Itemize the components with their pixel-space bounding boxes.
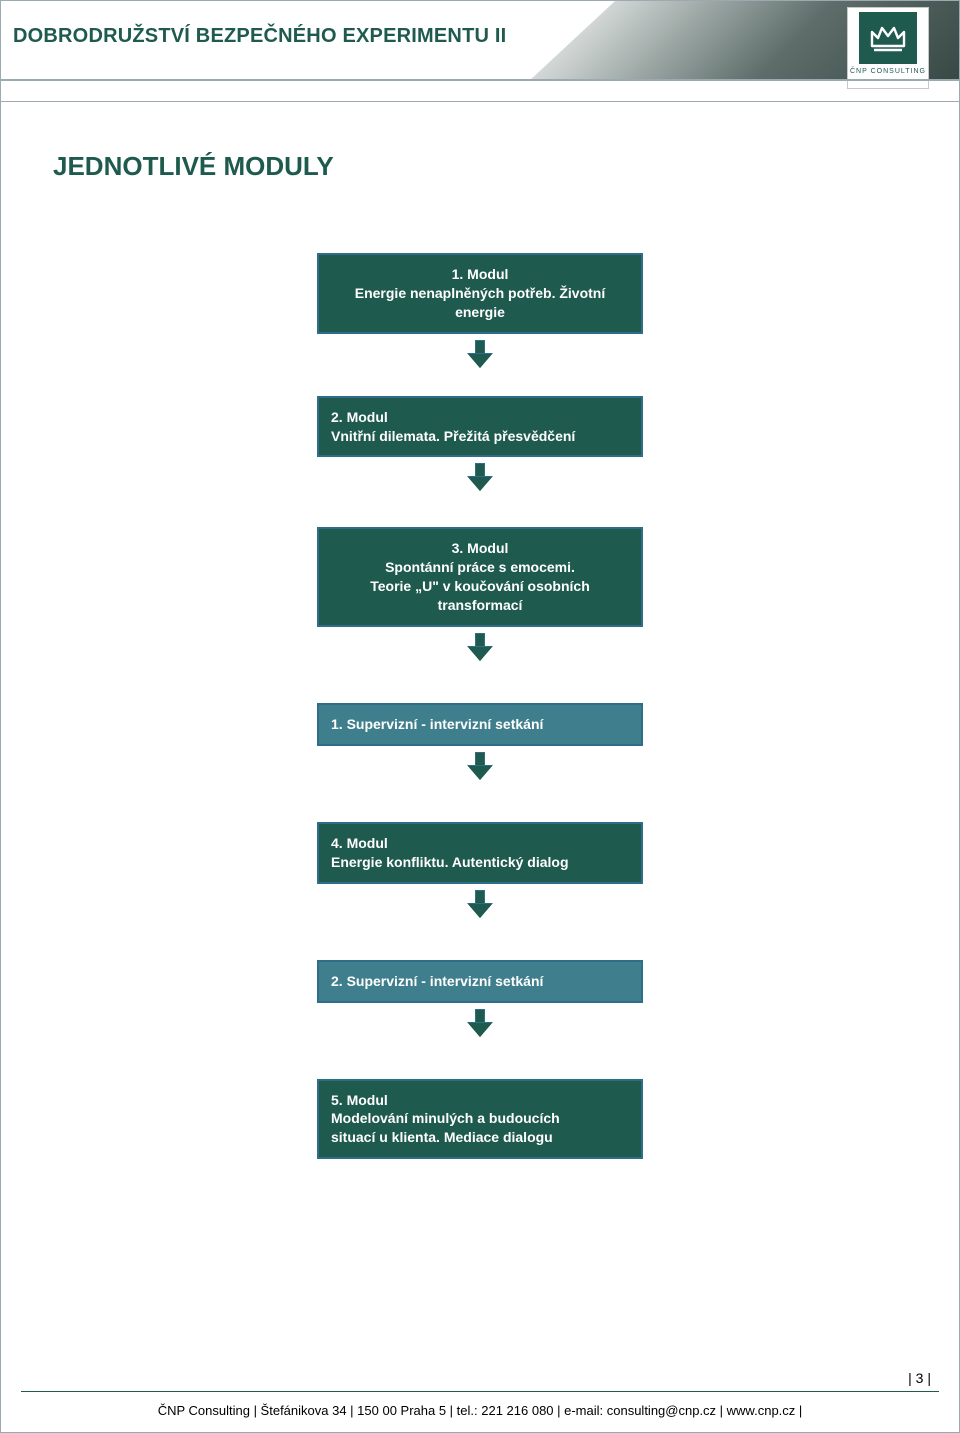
flow-node-line: 1. Modul: [331, 265, 629, 284]
header-title: DOBRODRUŽSTVÍ BEZPEČNÉHO EXPERIMENTU II: [13, 25, 506, 48]
page-title: JEDNOTLIVÉ MODULY: [53, 151, 334, 182]
arrow-down-icon: [468, 752, 492, 780]
arrow-down-icon: [468, 633, 492, 661]
logo: ČNP CONSULTING: [847, 7, 929, 89]
flow-node-line: 4. Modul: [331, 834, 629, 853]
page: DOBRODRUŽSTVÍ BEZPEČNÉHO EXPERIMENTU II …: [0, 0, 960, 1433]
flow-node-line: 2. Supervizní - intervizní setkání: [331, 972, 629, 991]
divider: [1, 79, 959, 81]
flow-node-line: Teorie „U" v koučování osobních: [331, 577, 629, 596]
header: DOBRODRUŽSTVÍ BEZPEČNÉHO EXPERIMENTU II …: [1, 1, 959, 109]
logo-text: ČNP CONSULTING: [850, 68, 926, 75]
divider: [21, 1391, 939, 1392]
footer-text: ČNP Consulting | Štefánikova 34 | 150 00…: [1, 1403, 959, 1418]
flow-node-line: Energie nenaplněných potřeb. Životní: [331, 284, 629, 303]
arrow-down-icon: [468, 463, 492, 491]
arrow-down-icon: [468, 340, 492, 368]
flow-node-n2: 2. ModulVnitřní dilemata. Přežitá přesvě…: [317, 396, 643, 458]
flow-node-line: 3. Modul: [331, 539, 629, 558]
flow-node-s2: 2. Supervizní - intervizní setkání: [317, 960, 643, 1003]
flow-node-n5: 5. ModulModelování minulých a budoucíchs…: [317, 1079, 643, 1160]
arrow-down-icon: [468, 890, 492, 918]
flow-node-line: 1. Supervizní - intervizní setkání: [331, 715, 629, 734]
flow-node-line: transformací: [331, 596, 629, 615]
flowchart: 1. ModulEnergie nenaplněných potřeb. Živ…: [1, 253, 959, 1159]
page-number: | 3 |: [908, 1370, 931, 1386]
flow-node-line: 5. Modul: [331, 1091, 629, 1110]
flow-node-n4: 4. ModulEnergie konfliktu. Autentický di…: [317, 822, 643, 884]
flow-node-line: energie: [331, 303, 629, 322]
flow-node-n1: 1. ModulEnergie nenaplněných potřeb. Živ…: [317, 253, 643, 334]
flow-node-line: Modelování minulých a budoucích: [331, 1109, 629, 1128]
divider: [1, 101, 959, 102]
flow-node-line: Vnitřní dilemata. Přežitá přesvědčení: [331, 427, 629, 446]
flow-node-line: 2. Modul: [331, 408, 629, 427]
flow-node-n3: 3. ModulSpontánní práce s emocemi.Teorie…: [317, 527, 643, 627]
crown-icon: [859, 12, 917, 64]
flow-node-line: Energie konfliktu. Autentický dialog: [331, 853, 629, 872]
flow-node-line: situací u klienta. Mediace dialogu: [331, 1128, 629, 1147]
flow-node-s1: 1. Supervizní - intervizní setkání: [317, 703, 643, 746]
flow-node-line: Spontánní práce s emocemi.: [331, 558, 629, 577]
arrow-down-icon: [468, 1009, 492, 1037]
